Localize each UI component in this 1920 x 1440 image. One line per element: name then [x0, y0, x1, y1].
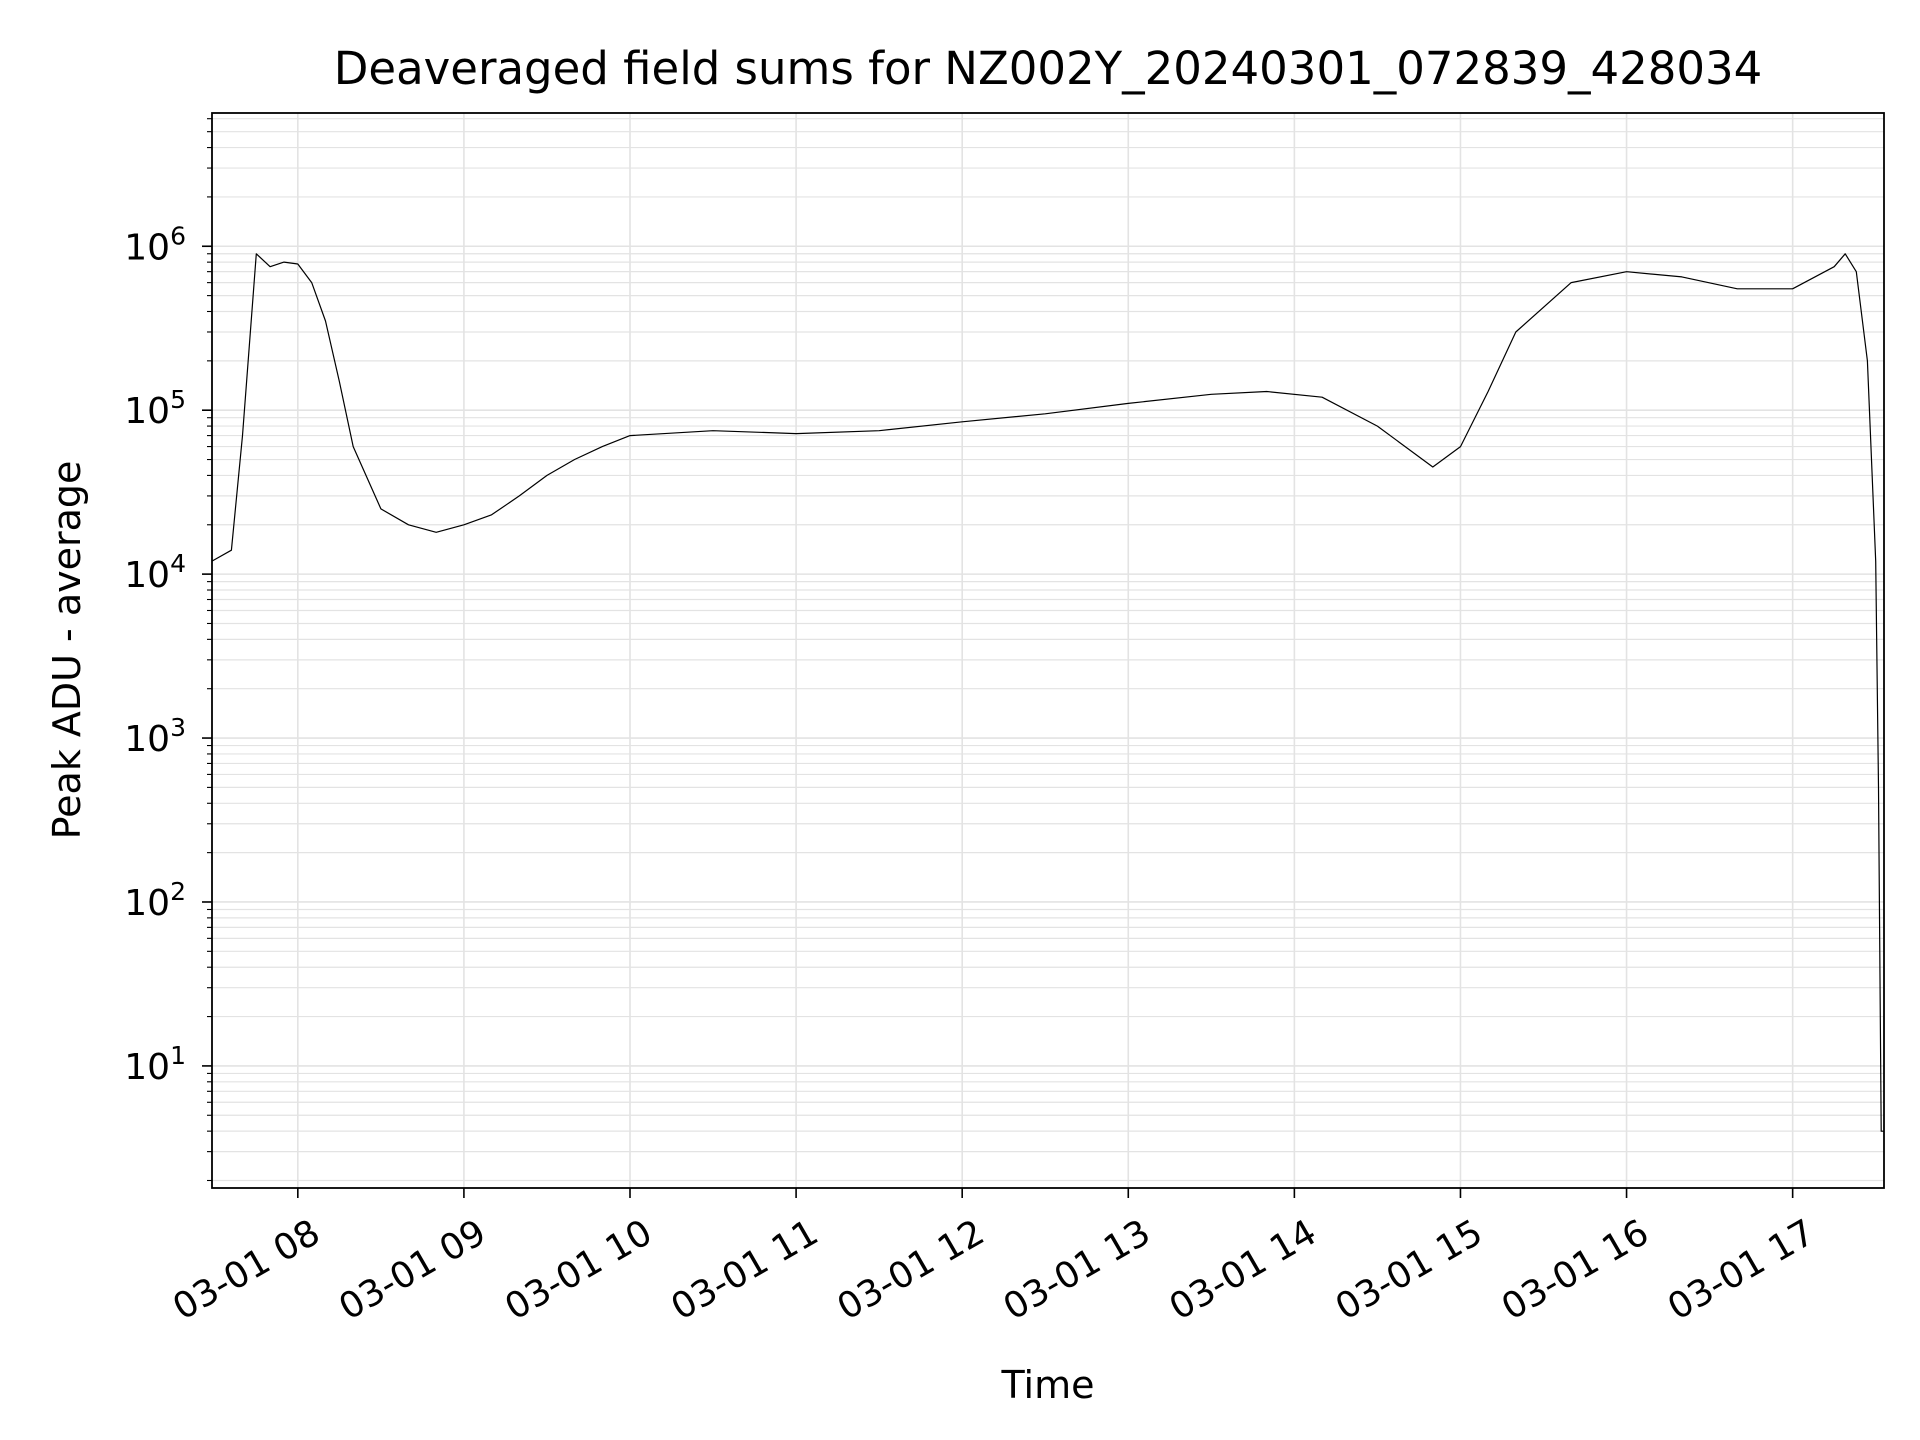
plot-frame [211, 112, 1885, 1189]
x-axis-label: Time [1001, 1363, 1095, 1407]
chart-title: Deaveraged field sums for NZ002Y_2024030… [334, 42, 1763, 95]
plot-area [211, 253, 1884, 1132]
y-tick-label: 104 [124, 549, 186, 596]
y-tick-label: 101 [124, 1041, 186, 1088]
y-tick-label: 106 [124, 221, 186, 268]
y-axis: 101 102 103 104 105 106 [124, 118, 212, 1182]
y-axis-label: Peak ADU - average [45, 461, 89, 840]
y-tick-label: 102 [124, 877, 186, 924]
y-tick-label: 103 [124, 713, 186, 760]
series-line [211, 253, 1884, 1132]
y-tick-label: 105 [124, 385, 186, 432]
grid [212, 113, 1884, 1188]
